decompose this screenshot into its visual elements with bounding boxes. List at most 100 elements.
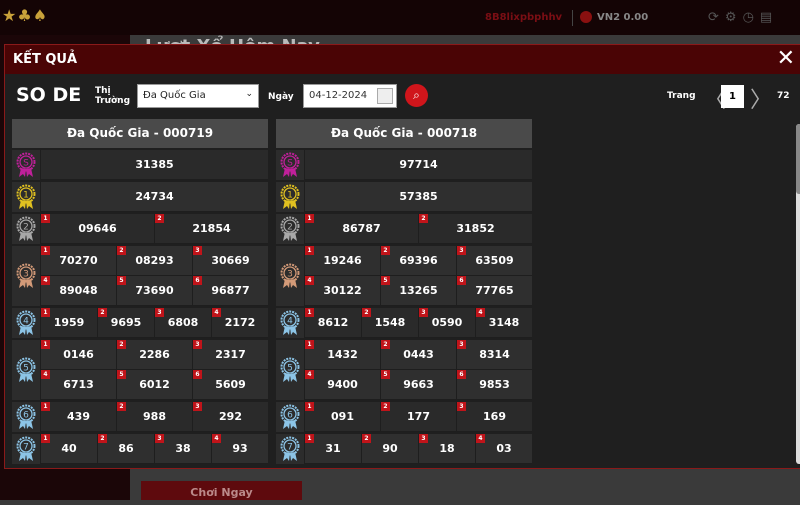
prize-number-cell: 3 0590 (418, 308, 475, 338)
results-modal: KẾT QUẢ ✕ SO DE Thị Trường Đa Quốc Gia ⌄ N… (4, 44, 800, 469)
prize-1-medal-icon: 1 (276, 182, 304, 212)
prize-number: 90 (382, 442, 398, 455)
prize-number-cell: 4 03 (475, 434, 532, 464)
settings-icon[interactable]: ⚙ (724, 10, 743, 25)
prize-number-cell: 2 69396 (380, 246, 456, 276)
prize-number: 0443 (403, 348, 434, 361)
search-button[interactable]: ⌕ (405, 84, 428, 107)
prize-number: 08293 (135, 254, 174, 267)
index-badge: 3 (193, 340, 202, 349)
prize-number-cell: 3 169 (456, 402, 532, 432)
scrollbar[interactable] (796, 124, 800, 464)
prize-numbers: 31385 (40, 150, 268, 180)
prize-number-cell: 6 77765 (456, 276, 532, 306)
index-badge: 3 (419, 434, 428, 443)
document-icon[interactable]: ▤ (759, 10, 779, 25)
index-badge: 3 (155, 308, 164, 317)
prize-numbers: 1 0146 2 2286 3 2317 4 6713 5 6012 6 5609 (40, 340, 268, 400)
index-badge: 4 (41, 370, 50, 379)
prize-number: 19246 (323, 254, 362, 267)
prize-row: 2 1 09646 2 21854 (12, 214, 268, 244)
prize-number: 0146 (63, 348, 94, 361)
prize-number: 9695 (110, 316, 142, 329)
balance: VN2 0.00 (597, 12, 649, 23)
prize-number: 86787 (342, 222, 381, 235)
index-badge: 2 (117, 246, 126, 255)
svg-text:2: 2 (23, 223, 29, 233)
calendar-icon[interactable] (377, 88, 393, 104)
toolbar-icons: ⟳⚙◷▤ (708, 10, 778, 25)
history-icon[interactable]: ◷ (742, 10, 760, 25)
market-select[interactable]: Đa Quốc Gia ⌄ (137, 84, 259, 108)
prize-number: 31852 (456, 222, 495, 235)
index-badge: 1 (305, 402, 314, 411)
prize-number: 96877 (211, 284, 250, 297)
index-badge: 4 (212, 434, 221, 443)
prize-number-cell: 97714 (304, 150, 532, 180)
prize-number-cell: 3 63509 (456, 246, 532, 276)
svg-text:6: 6 (23, 411, 29, 421)
prize-number: 97714 (399, 158, 438, 171)
prize-number-cell: 1 439 (40, 402, 116, 432)
prev-page-icon[interactable]: 〈 (704, 88, 727, 113)
prize-number-cell: 2 177 (380, 402, 456, 432)
prize-number: 988 (143, 410, 166, 423)
index-badge: 2 (98, 308, 107, 317)
index-badge: 3 (193, 402, 202, 411)
prize-row: 4 1 1959 2 9695 3 6808 4 2172 (12, 308, 268, 338)
prize-row: 2 1 86787 2 31852 (276, 214, 532, 244)
index-badge: 6 (457, 370, 466, 379)
market-label-line1: Thị (95, 86, 111, 96)
prize-number-cell: 3 8314 (456, 340, 532, 370)
next-page-icon[interactable]: 〉 (750, 88, 773, 113)
prize-row: 3 1 19246 2 69396 3 63509 4 30122 5 13265 6 77765 (276, 246, 532, 306)
result-card: Đa Quốc Gia - 000719 S 31385 1 24734 2 1 09646 2… (12, 119, 268, 464)
refresh-icon[interactable]: ⟳ (708, 10, 725, 25)
index-badge: 2 (155, 214, 164, 223)
index-badge: 5 (117, 370, 126, 379)
prize-number-cell: 1 09646 (40, 214, 154, 244)
prize-6-medal-icon: 6 (12, 402, 40, 432)
index-badge: 5 (381, 276, 390, 285)
logo[interactable]: ★♣♠ (2, 6, 49, 25)
prize-number-cell: 1 19246 (304, 246, 380, 276)
index-badge: 4 (476, 308, 485, 317)
prize-number-cell: 1 0146 (40, 340, 116, 370)
index-badge: 1 (305, 434, 314, 443)
prize-number: 9853 (479, 378, 510, 391)
prize-number: 30669 (211, 254, 250, 267)
prize-number: 63509 (475, 254, 514, 267)
index-badge: 1 (41, 246, 50, 255)
play-now-button[interactable]: Chơi Ngay (141, 481, 302, 500)
svg-text:6: 6 (287, 411, 293, 421)
prize-1-medal-icon: 1 (12, 182, 40, 212)
svg-text:S: S (23, 159, 29, 169)
prize-6-medal-icon: 6 (276, 402, 304, 432)
prize-numbers: 1 09646 2 21854 (40, 214, 268, 244)
index-badge: 2 (381, 340, 390, 349)
index-badge: 4 (476, 434, 485, 443)
prize-number-cell: 4 3148 (475, 308, 532, 338)
prize-row: 7 1 40 2 86 3 38 4 93 (12, 434, 268, 464)
prize-number-cell: 2 0443 (380, 340, 456, 370)
prize-number: 3148 (488, 316, 520, 329)
modal-title: KẾT QUẢ (13, 52, 78, 67)
prize-4-medal-icon: 4 (12, 308, 40, 338)
svg-text:4: 4 (23, 317, 29, 327)
prize-number-cell: 3 6808 (154, 308, 211, 338)
index-badge: 1 (305, 246, 314, 255)
prize-number: 03 (496, 442, 512, 455)
prize-row: 5 1 0146 2 2286 3 2317 4 6713 5 6012 6 5609 (12, 340, 268, 400)
filter-toolbar: SO DE Thị Trường Đa Quốc Gia ⌄ Ngày 04-12-… (5, 74, 800, 122)
index-badge: 6 (193, 276, 202, 285)
date-input[interactable]: 04-12-2024 (303, 84, 397, 108)
index-badge: 2 (98, 434, 107, 443)
prize-number: 6713 (63, 378, 94, 391)
page-input[interactable]: 1 (721, 85, 744, 108)
index-badge: 1 (41, 340, 50, 349)
prize-number: 8612 (317, 316, 349, 329)
index-badge: 1 (41, 402, 50, 411)
close-icon[interactable]: ✕ (776, 46, 795, 71)
prize-number: 0590 (431, 316, 463, 329)
scrollbar-thumb[interactable] (796, 124, 800, 194)
